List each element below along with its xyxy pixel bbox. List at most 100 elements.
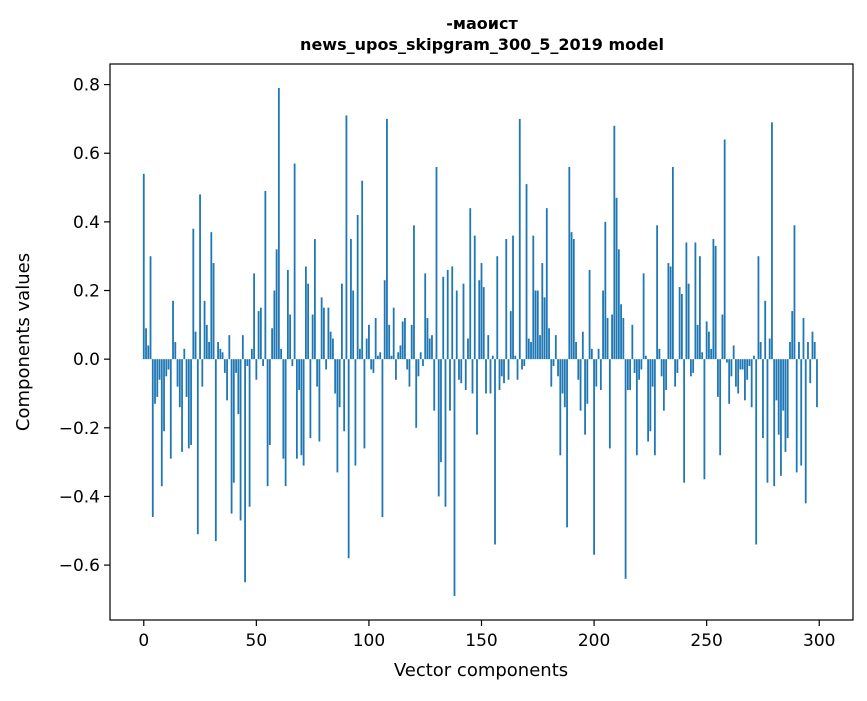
bar-180: [548, 328, 550, 360]
bar-238: [678, 287, 681, 360]
bar-2: [147, 345, 150, 360]
bar-136: [449, 359, 451, 411]
bar-35: [221, 352, 224, 360]
bar-241: [685, 242, 688, 360]
bar-244: [692, 359, 695, 373]
bar-285: [784, 359, 787, 452]
bar-48: [250, 348, 253, 360]
bar-299: [816, 359, 818, 408]
bar-229: [658, 348, 661, 360]
y-tick-label-4: 0.2: [73, 282, 100, 302]
bar-213: [622, 317, 625, 360]
bar-47: [248, 359, 251, 507]
bar-161: [505, 239, 508, 360]
bar-143: [464, 359, 467, 391]
bar-155: [491, 355, 494, 360]
bar-30: [210, 232, 213, 360]
bar-160: [503, 359, 505, 384]
bar-99: [365, 338, 368, 360]
bar-133: [442, 276, 445, 360]
bar-116: [404, 317, 406, 360]
bar-45: [244, 359, 246, 583]
bar-70: [300, 359, 303, 456]
bar-81: [325, 359, 328, 370]
bar-177: [541, 263, 544, 360]
bar-60: [277, 88, 280, 360]
bar-237: [676, 359, 679, 373]
bar-107: [383, 280, 386, 360]
bar-37: [226, 359, 228, 401]
bar-96: [359, 348, 361, 360]
bar-27: [203, 300, 206, 360]
bar-50: [255, 359, 258, 380]
bar-181: [550, 359, 553, 387]
bar-257: [721, 314, 724, 360]
bar-112: [395, 359, 397, 380]
bar-208: [611, 314, 613, 360]
bars-group: [142, 88, 818, 596]
bar-283: [780, 359, 782, 476]
bar-108: [386, 118, 388, 360]
bar-135: [446, 269, 449, 360]
bar-36: [223, 359, 226, 373]
bar-20: [187, 359, 190, 449]
bar-212: [620, 304, 622, 360]
bar-289: [793, 225, 796, 360]
bar-49: [253, 273, 255, 360]
bar-197: [586, 359, 589, 404]
bar-83: [329, 331, 332, 360]
bar-296: [809, 359, 812, 384]
bar-28: [205, 324, 208, 360]
bar-270: [750, 359, 753, 408]
bar-225: [649, 359, 652, 432]
bar-98: [363, 359, 366, 449]
bar-59: [275, 249, 278, 360]
bar-240: [683, 359, 686, 483]
y-tick-label-2: −0.2: [59, 419, 100, 439]
bar-175: [536, 290, 539, 360]
bar-246: [696, 324, 699, 360]
bar-286: [786, 359, 789, 439]
bar-274: [759, 342, 762, 360]
bar-11: [167, 359, 170, 370]
bar-294: [804, 359, 807, 504]
x-tick-label-50: 50: [246, 631, 268, 651]
bar-260: [728, 359, 731, 404]
bar-217: [631, 324, 634, 360]
bar-201: [595, 359, 598, 387]
bar-0: [142, 173, 145, 360]
bar-34: [219, 348, 222, 360]
bar-216: [629, 359, 632, 391]
bar-191: [572, 239, 575, 360]
bar-265: [739, 359, 742, 370]
bar-69: [298, 359, 301, 391]
bar-102: [372, 359, 375, 373]
bar-152: [485, 359, 487, 394]
bar-196: [584, 359, 586, 435]
bar-75: [311, 314, 314, 360]
bar-71: [302, 359, 305, 466]
bar-206: [606, 317, 609, 360]
bar-258: [723, 139, 726, 360]
bar-200: [593, 359, 595, 555]
bar-219: [635, 359, 638, 456]
x-tick-label-0: 0: [138, 631, 149, 651]
bar-76: [313, 239, 316, 360]
x-tick-label-300: 300: [803, 631, 835, 651]
bar-26: [201, 359, 204, 387]
bar-198: [588, 269, 591, 360]
y-tick-label-1: −0.4: [59, 487, 100, 507]
bar-215: [626, 359, 629, 391]
bar-57: [271, 328, 274, 360]
bar-72: [304, 266, 307, 360]
bar-221: [640, 359, 643, 370]
bar-88: [341, 283, 343, 360]
bar-100: [368, 324, 370, 360]
bar-90: [345, 115, 348, 360]
bar-255: [717, 359, 719, 397]
bar-202: [597, 348, 600, 360]
bar-148: [476, 359, 478, 435]
bar-167: [518, 118, 521, 360]
x-tick-label-250: 250: [690, 631, 722, 651]
bar-187: [563, 359, 566, 408]
